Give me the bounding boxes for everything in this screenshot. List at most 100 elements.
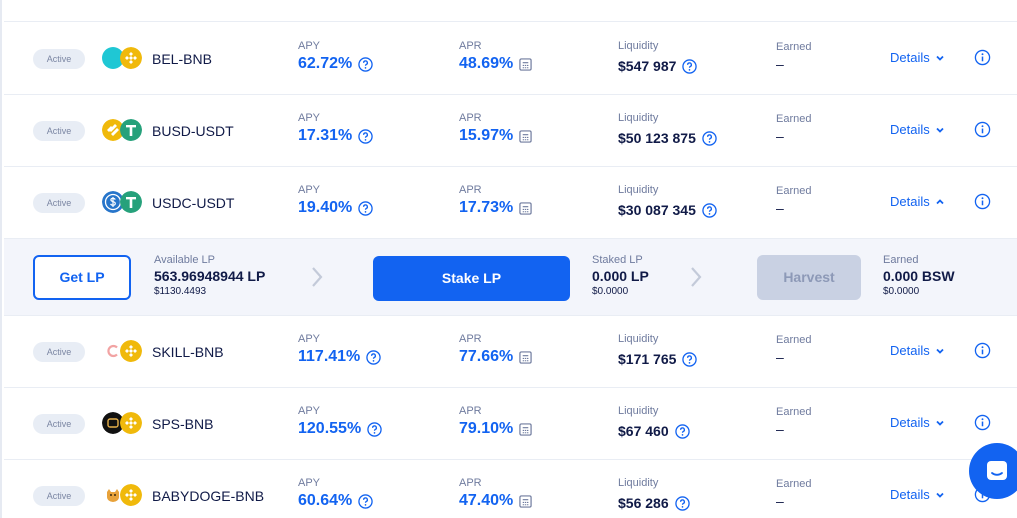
support-chat-button[interactable] — [969, 443, 1017, 499]
stake-lp-button[interactable]: Stake LP — [373, 256, 570, 301]
table-row[interactable]: Active BUSD-USDT APY 17.31% APR 15.97% L… — [4, 95, 1017, 167]
staked-lp-usd: $0.0000 — [592, 286, 629, 297]
info-circle-icon[interactable] — [974, 193, 991, 210]
earned-bsw-label: Earned — [883, 254, 919, 266]
question-circle-icon[interactable] — [682, 351, 698, 367]
earned-bsw-value: 0.000 BSW — [883, 268, 955, 284]
get-lp-button[interactable]: Get LP — [33, 255, 131, 300]
earned-value: – — [776, 349, 784, 365]
liquidity-cell: Liquidity $56 286 — [618, 476, 690, 514]
details-label: Details — [890, 343, 930, 358]
apr-value: 17.73% — [459, 199, 514, 216]
apy-label: APY — [298, 405, 321, 417]
liquidity-cell: Liquidity $171 765 — [618, 332, 698, 370]
liquidity-value: $171 765 — [618, 351, 677, 367]
staked-lp-label: Staked LP — [592, 254, 643, 266]
skill-icon — [102, 340, 124, 362]
details-toggle[interactable]: Details — [890, 415, 945, 430]
chevron-down-icon — [936, 492, 944, 498]
harvest-button[interactable]: Harvest — [757, 255, 861, 300]
calculator-icon[interactable] — [519, 129, 532, 143]
apy-label: APY — [298, 112, 321, 124]
earned-bsw-block: Earned 0.000 BSW $0.0000 — [883, 254, 955, 298]
apy-value: 17.31% — [298, 127, 353, 144]
apy-value: 19.40% — [298, 199, 353, 216]
pair-name: BEL-BNB — [152, 51, 212, 67]
question-circle-icon[interactable] — [358, 128, 373, 144]
question-circle-icon[interactable] — [358, 56, 373, 72]
chevron-right-icon — [312, 267, 323, 287]
question-circle-icon[interactable] — [702, 130, 717, 146]
details-toggle[interactable]: Details — [890, 194, 945, 209]
apy-value: 120.55% — [298, 420, 362, 437]
liquidity-label: Liquidity — [618, 184, 659, 196]
table-row[interactable]: Active BEL-BNB APY 62.72% APR 48.69% Liq… — [4, 23, 1017, 95]
pair-icons — [102, 47, 146, 71]
liquidity-label: Liquidity — [618, 477, 659, 489]
question-circle-icon[interactable] — [366, 349, 381, 365]
info-circle-icon[interactable] — [974, 49, 991, 66]
apy-value: 117.41% — [298, 348, 361, 365]
apy-cell: APY 120.55% — [298, 404, 382, 440]
calculator-icon[interactable] — [519, 201, 532, 215]
question-circle-icon[interactable] — [674, 423, 690, 439]
apy-cell: APY 60.64% — [298, 476, 373, 512]
details-label: Details — [890, 487, 930, 502]
apy-value: 60.64% — [298, 492, 353, 509]
question-circle-icon[interactable] — [682, 58, 698, 74]
question-circle-icon[interactable] — [674, 495, 690, 511]
table-row[interactable]: Active USDC-USDT APY 19.40% APR 17.73% L… — [4, 167, 1017, 239]
liquidity-cell: Liquidity $547 987 — [618, 39, 698, 77]
calculator-icon[interactable] — [519, 422, 532, 436]
bnb-icon — [120, 340, 142, 362]
table-row[interactable]: Active SKILL-BNB APY 117.41% APR 77.66% … — [4, 316, 1017, 388]
details-label: Details — [890, 122, 930, 137]
table-row[interactable]: Active SPS-BNB APY 120.55% APR 79.10% Li… — [4, 388, 1017, 460]
apr-cell: APR 77.66% — [459, 332, 532, 368]
info-circle-icon[interactable] — [974, 342, 991, 359]
usdt-icon — [120, 119, 142, 141]
info-circle-icon[interactable] — [974, 414, 991, 431]
available-lp-label: Available LP — [154, 254, 215, 266]
liquidity-label: Liquidity — [618, 112, 659, 124]
pair-name: USDC-USDT — [152, 195, 235, 211]
farm-details-panel: Get LP Available LP 563.96948944 LP $113… — [4, 239, 1017, 316]
details-toggle[interactable]: Details — [890, 122, 945, 137]
calculator-icon[interactable] — [519, 57, 532, 71]
status-badge: Active — [33, 193, 85, 213]
usdt-icon — [120, 191, 142, 213]
earned-cell: Earned – — [776, 112, 811, 146]
question-circle-icon[interactable] — [358, 200, 373, 216]
apy-label: APY — [298, 477, 321, 489]
details-label: Details — [890, 194, 930, 209]
chevron-down-icon — [936, 420, 944, 426]
table-row[interactable]: Active BABYDOGE-BNB APY 60.64% APR 47.40… — [4, 460, 1017, 518]
details-toggle[interactable]: Details — [890, 50, 945, 65]
info-circle-icon[interactable] — [974, 121, 991, 138]
calculator-icon[interactable] — [519, 350, 532, 364]
liquidity-cell: Liquidity $30 087 345 — [618, 183, 717, 221]
liquidity-value: $547 987 — [618, 58, 677, 74]
liquidity-value: $67 460 — [618, 423, 669, 439]
details-toggle[interactable]: Details — [890, 487, 945, 502]
liquidity-value: $50 123 875 — [618, 130, 696, 146]
staked-lp-value: 0.000 LP — [592, 268, 649, 284]
apy-cell: APY 19.40% — [298, 183, 373, 219]
question-circle-icon[interactable] — [367, 421, 382, 437]
liquidity-cell: Liquidity $67 460 — [618, 404, 690, 442]
apr-label: APR — [459, 333, 482, 345]
details-toggle[interactable]: Details — [890, 343, 945, 358]
sps-icon — [102, 412, 124, 434]
pair-icons — [102, 340, 146, 364]
question-circle-icon[interactable] — [702, 202, 717, 218]
earned-label: Earned — [776, 334, 812, 346]
apy-label: APY — [298, 40, 321, 52]
earned-cell: Earned – — [776, 333, 811, 367]
status-badge: Active — [33, 121, 85, 141]
chevron-down-icon — [936, 348, 944, 354]
calculator-icon[interactable] — [519, 494, 532, 508]
question-circle-icon[interactable] — [358, 493, 373, 509]
earned-cell: Earned – — [776, 477, 811, 511]
bnb-icon — [120, 47, 142, 69]
apy-cell: APY 17.31% — [298, 111, 373, 147]
